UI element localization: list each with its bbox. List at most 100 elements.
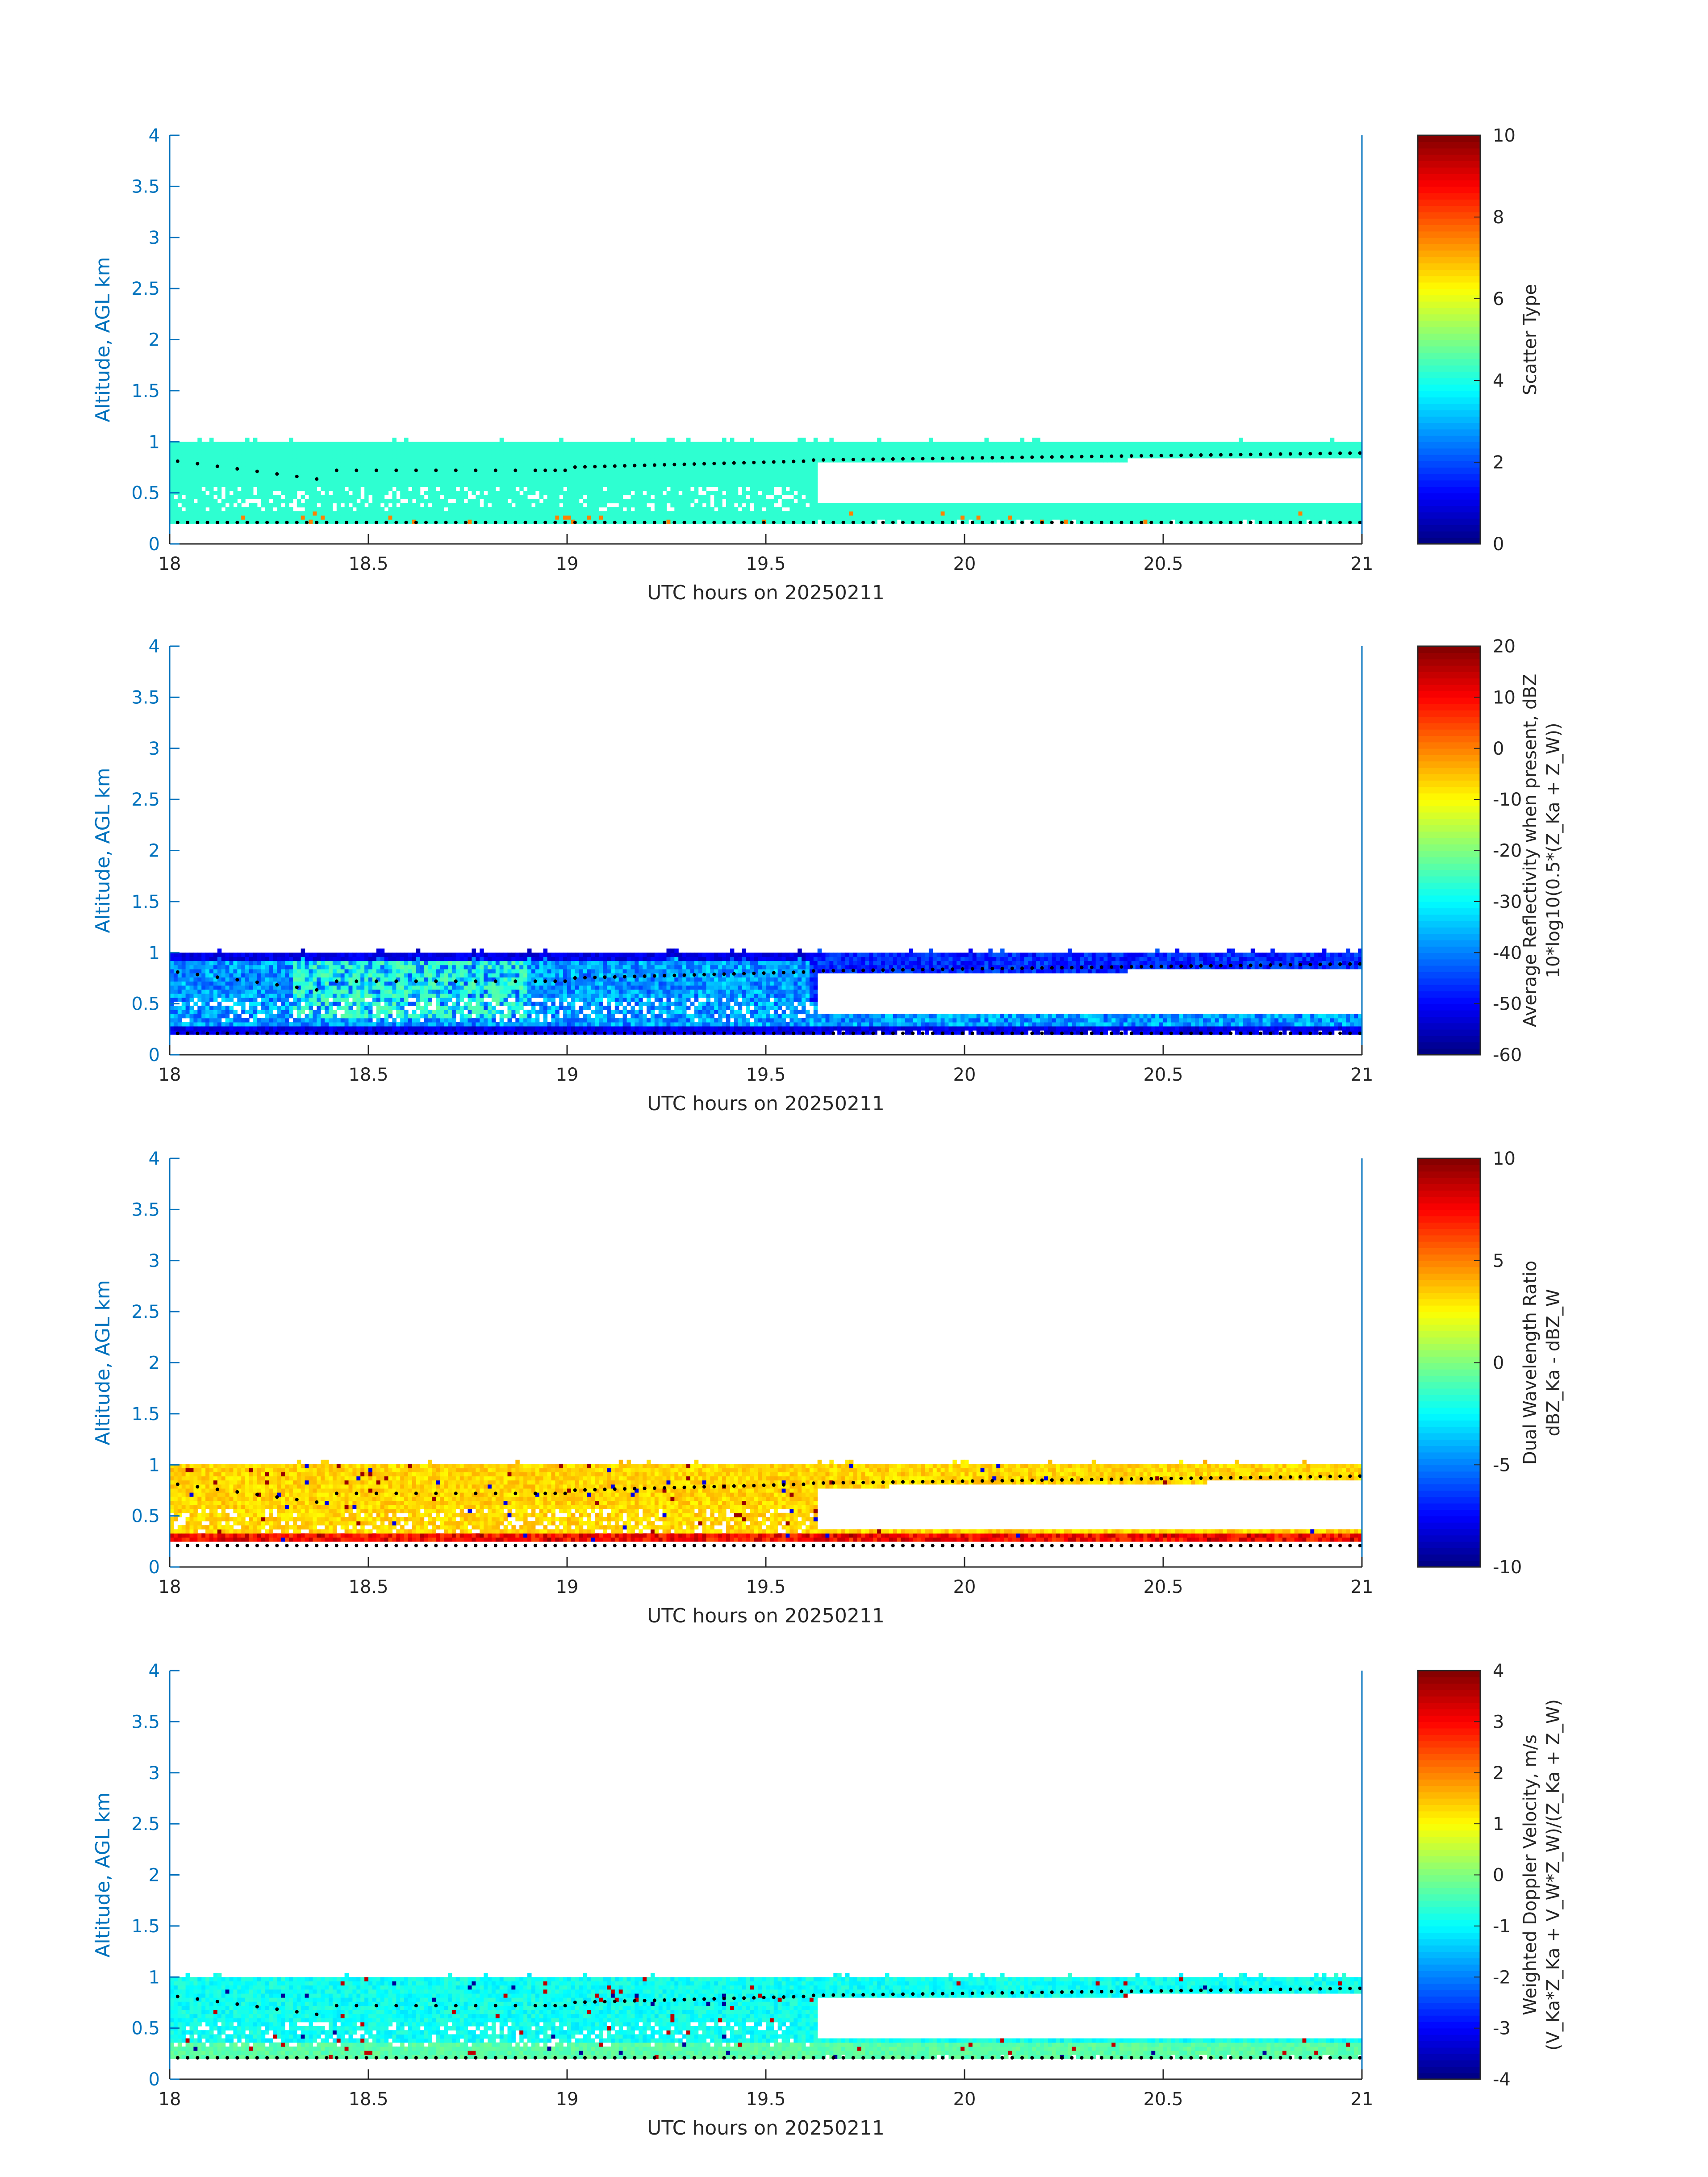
heatmap-cell [177,450,182,455]
heatmap-cell [734,462,739,467]
heatmap-cell [618,450,623,455]
heatmap-cell [559,458,564,463]
heatmap-cell [1187,450,1191,455]
heatmap-cell [1215,442,1219,446]
heatmap-cell [225,486,230,491]
heatmap-cell [853,458,858,463]
heatmap-cell [305,458,309,463]
heatmap-cell [742,446,747,451]
heatmap-cell [253,515,258,520]
heatmap-cell [591,478,595,483]
heatmap-cell [245,486,250,491]
heatmap-cell [1087,446,1092,451]
heatmap-cell [241,486,246,491]
heatmap-cell [1060,515,1065,520]
heatmap-cell [432,454,436,459]
heatmap-cell [384,470,389,475]
heatmap-cell [301,515,305,520]
heatmap-cell [185,985,190,990]
heatmap-cell [491,442,496,446]
heatmap-cell [746,466,750,471]
heatmap-cell [476,515,480,520]
heatmap-cell [674,446,679,451]
heatmap-cell [897,515,902,520]
heatmap-cell [738,466,743,471]
colorbar-step [1418,403,1480,410]
heatmap-cell [674,486,679,491]
heatmap-cell [618,507,623,512]
heatmap-cell [643,478,647,483]
heatmap-cell [607,450,611,455]
heatmap-cell [984,458,989,463]
heatmap-cell [484,474,488,479]
heatmap-cell [484,503,488,508]
heatmap-cell [1175,450,1180,455]
heatmap-cell [317,478,321,483]
heatmap-cell [451,495,456,499]
heatmap-cell [897,507,902,512]
colorbar-step [1418,346,1480,353]
heatmap-cell [273,478,277,483]
heatmap-cell [595,442,599,446]
heatmap-cell [281,482,285,487]
heatmap-cell [607,486,611,491]
heatmap-cell [372,486,377,491]
heatmap-cell [746,519,750,524]
heatmap-cell [603,454,607,459]
heatmap-cell [559,486,564,491]
heatmap-cell [491,482,496,487]
heatmap-cell [1032,511,1036,516]
heatmap-cell [984,507,989,512]
heatmap-cell [1012,450,1017,455]
heatmap-cell [340,515,345,520]
heatmap-cell [464,466,468,471]
heatmap-cell [618,470,623,475]
heatmap-cell [678,507,683,512]
heatmap-cell [1223,515,1227,520]
heatmap-cell [1032,442,1036,446]
heatmap-cell [440,486,444,491]
heatmap-cell [459,470,464,475]
heatmap-cell [1258,454,1263,459]
colorbar-step [1418,384,1480,391]
heatmap-cell [281,462,285,467]
marker-point [484,521,488,524]
heatmap-cell [221,454,226,459]
colorbar-step [1418,142,1480,149]
heatmap-cell [618,478,623,483]
heatmap-cell [1131,503,1136,508]
heatmap-cell [809,454,814,459]
marker-point [782,460,785,464]
heatmap-cell [332,442,337,446]
heatmap-cell [189,474,194,479]
heatmap-cell [1020,442,1025,446]
heatmap-cell [1262,450,1267,455]
heatmap-cell [1163,442,1168,446]
heatmap-cell [543,486,548,491]
heatmap-cell [277,482,281,487]
heatmap-cell [567,499,572,504]
heatmap-cell [348,470,353,475]
heatmap-cell [654,474,659,479]
heatmap-cell [654,499,659,504]
heatmap-cell [464,442,468,446]
heatmap-cell [551,482,555,487]
heatmap-cell [766,491,770,495]
heatmap-cell [714,519,718,524]
heatmap-cell [972,507,977,512]
heatmap-cell [193,993,198,998]
marker-point [1239,521,1243,524]
heatmap-cell [571,442,576,446]
heatmap-cell [694,478,699,483]
heatmap-cell [952,454,957,459]
heatmap-cell [806,482,810,487]
heatmap-cell [404,474,409,479]
heatmap-cell [217,985,222,990]
heatmap-cell [213,1030,218,1035]
heatmap-cell [718,519,722,524]
marker-point [295,475,299,478]
heatmap-cell [440,466,444,471]
heatmap-cell [750,499,754,504]
heatmap-cell [476,446,480,451]
heatmap-cell [1131,511,1136,516]
